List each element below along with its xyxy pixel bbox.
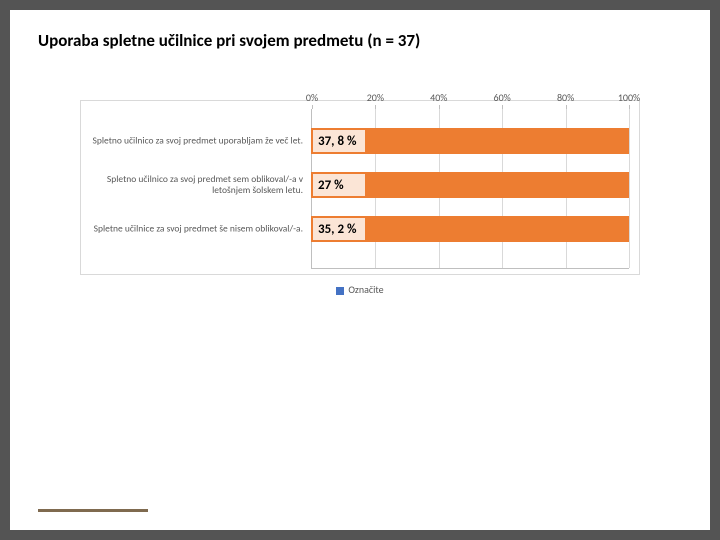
x-tick-label: 60%	[494, 91, 511, 104]
x-tick	[566, 105, 567, 109]
bar-label: 27 %	[312, 173, 366, 197]
accent-line	[38, 509, 148, 512]
bar: 27 %	[311, 172, 629, 198]
x-tick	[375, 105, 376, 109]
x-tick-label: 80%	[557, 91, 574, 104]
y-label: Spletno učilnico za svoj predmet sem obl…	[83, 174, 307, 196]
bar-label: 35, 2 %	[312, 217, 366, 241]
x-tick	[439, 105, 440, 109]
x-tick-label: 0%	[306, 91, 318, 104]
chart-row: Spletno učilnico za svoj predmet uporabl…	[81, 119, 639, 163]
legend-swatch	[336, 287, 344, 295]
page-title: Uporaba spletne učilnice pri svojem pred…	[38, 30, 682, 51]
y-label: Spletne učilnice za svoj predmet še nise…	[83, 224, 307, 235]
chart-area: 0%20%40%60%80%100% Spletno učilnico za s…	[80, 100, 640, 275]
slide: Uporaba spletne učilnice pri svojem pred…	[10, 10, 710, 530]
legend: Označite	[80, 283, 640, 296]
bar: 37, 8 %	[311, 128, 629, 154]
bar-label: 37, 8 %	[312, 129, 366, 153]
x-tick-label: 20%	[367, 91, 384, 104]
y-label: Spletno učilnico za svoj predmet uporabl…	[83, 136, 307, 147]
bar: 35, 2 %	[311, 216, 629, 242]
chart-row: Spletne učilnice za svoj predmet še nise…	[81, 207, 639, 251]
chart-row: Spletno učilnico za svoj predmet sem obl…	[81, 163, 639, 207]
x-tick	[502, 105, 503, 109]
x-tick-label: 100%	[618, 91, 640, 104]
x-tick-label: 40%	[430, 91, 447, 104]
legend-label: Označite	[348, 283, 383, 296]
chart: 0%20%40%60%80%100% Spletno učilnico za s…	[80, 100, 640, 300]
x-tick	[312, 105, 313, 109]
x-tick	[629, 105, 630, 109]
